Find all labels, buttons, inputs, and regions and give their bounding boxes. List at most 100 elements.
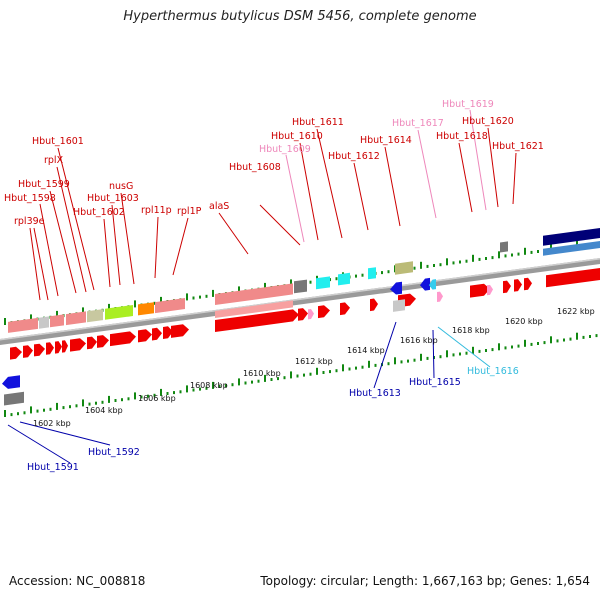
track-tick: [556, 339, 559, 343]
gene-label-hbut-1608[interactable]: Hbut_1608: [229, 162, 281, 173]
gene-box: [105, 305, 133, 320]
track-tick: [17, 412, 19, 416]
gene-box: [543, 241, 600, 256]
track-tick: [192, 388, 195, 392]
track-tick: [36, 409, 39, 413]
track-tick: [335, 369, 338, 373]
track-tick: [361, 273, 364, 277]
track-tick: [134, 392, 136, 400]
gene-box: [8, 317, 38, 333]
track-tick: [550, 336, 552, 344]
track-tick: [413, 358, 416, 362]
track-tick: [212, 289, 214, 297]
track-tick: [251, 380, 253, 384]
ruler-labels: 1602 kbp 1604 kbp 1606 kbp 1608 kbp 1610…: [33, 307, 595, 428]
track-tick: [238, 378, 240, 386]
track-tick: [192, 296, 195, 300]
gene-features: [2, 228, 600, 406]
gene-box: [338, 272, 350, 286]
gene-label-hbut-1601[interactable]: Hbut_1601: [32, 136, 84, 147]
forward-gene-arrow: [503, 280, 511, 294]
gene-label-hbut-1620[interactable]: Hbut_1620: [462, 116, 514, 127]
leader-line: [218, 212, 249, 255]
gene-label-hbut-1610[interactable]: Hbut_1610: [271, 131, 323, 142]
gene-label-rplx[interactable]: rplX: [44, 155, 64, 166]
gene-label-hbut-1616[interactable]: Hbut_1616: [467, 366, 519, 377]
track-tick: [569, 337, 572, 341]
label-leader-lines: [7, 109, 517, 464]
track-tick: [426, 356, 429, 360]
gene-label-hbut-1603[interactable]: Hbut_1603: [87, 193, 139, 204]
gene-box: [395, 261, 413, 275]
track-tick: [439, 355, 442, 359]
track-tick: [108, 395, 110, 403]
leader-line: [432, 329, 435, 379]
forward-gene-arrow: [298, 308, 308, 321]
track-tick: [147, 394, 149, 398]
gene-label-hbut-1599[interactable]: Hbut_1599: [18, 179, 70, 190]
track-tick: [472, 346, 474, 354]
leader-line: [120, 192, 135, 285]
track-tick: [30, 314, 32, 322]
gene-label-rpl39e[interactable]: rpl39e: [14, 216, 45, 227]
track-tick: [387, 362, 390, 366]
forward-gene-arrow: [370, 298, 378, 312]
track-tick: [335, 277, 338, 281]
ruler-label: 1614 kbp: [347, 346, 385, 355]
track-tick: [381, 271, 383, 275]
gene-label-hbut-1619[interactable]: Hbut_1619: [442, 99, 494, 110]
leader-line: [512, 152, 517, 205]
track-tick: [231, 383, 234, 387]
gene-label-rpl1p[interactable]: rpl1P: [177, 206, 202, 217]
leader-line: [458, 142, 473, 213]
gene-label-rpl11p[interactable]: rpl11p: [141, 205, 172, 216]
forward-gene-arrow: [34, 343, 45, 357]
forward-gene-arrow: [46, 342, 54, 355]
track-tick: [316, 367, 318, 375]
gene-label-hbut-1609[interactable]: Hbut_1609: [259, 144, 311, 155]
track-tick: [160, 388, 162, 396]
track-tick: [420, 353, 422, 361]
forward-gene-arrow: [215, 309, 299, 332]
gene-label-hbut-1614[interactable]: Hbut_1614: [360, 135, 412, 146]
gene-box: [39, 316, 49, 329]
gene-label-nusg[interactable]: nusG: [109, 181, 133, 192]
track-tick: [4, 318, 6, 325]
forward-gene-arrow: [171, 324, 189, 338]
gene-box: [215, 283, 293, 305]
gene-label-hbut-1611[interactable]: Hbut_1611: [292, 117, 344, 128]
track-tick: [582, 335, 585, 339]
gene-label-hbut-1602[interactable]: Hbut_1602: [73, 207, 125, 218]
track-tick: [264, 374, 266, 382]
gene-label-alas[interactable]: alaS: [209, 201, 229, 212]
gene-box: [50, 314, 64, 328]
track-tick: [563, 338, 565, 342]
gene-label-hbut-1617[interactable]: Hbut_1617: [392, 118, 444, 129]
track-tick: [30, 406, 32, 414]
track-tick: [446, 350, 448, 358]
track-tick: [407, 359, 409, 363]
genome-summary-text: Topology: circular; Length: 1,667,163 bp…: [260, 574, 590, 588]
gene-label-hbut-1618[interactable]: Hbut_1618: [436, 131, 488, 142]
leader-line: [29, 227, 41, 301]
gene-label-hbut-1592[interactable]: Hbut_1592: [88, 447, 140, 458]
map-title: Hyperthermus butylicus DSM 5456, complet…: [123, 9, 477, 24]
gene-label-hbut-1612[interactable]: Hbut_1612: [328, 151, 380, 162]
track-tick: [56, 310, 58, 318]
gene-box: [294, 279, 307, 294]
track-tick: [446, 258, 448, 266]
track-tick: [511, 253, 513, 257]
gene-label-hbut-1591[interactable]: Hbut_1591: [27, 462, 79, 473]
leader-line: [469, 109, 487, 211]
gene-label-hbut-1613[interactable]: Hbut_1613: [349, 388, 401, 399]
gene-label-hbut-1598[interactable]: Hbut_1598: [4, 193, 56, 204]
leader-line: [39, 203, 59, 297]
track-tick: [49, 407, 52, 411]
track-tick: [283, 376, 286, 380]
track-tick: [56, 402, 58, 410]
gene-label-hbut-1615[interactable]: Hbut_1615: [409, 377, 461, 388]
track-tick: [205, 294, 208, 298]
gene-label-hbut-1621[interactable]: Hbut_1621: [492, 141, 544, 152]
track-tick: [290, 371, 292, 379]
track-tick: [212, 381, 214, 389]
